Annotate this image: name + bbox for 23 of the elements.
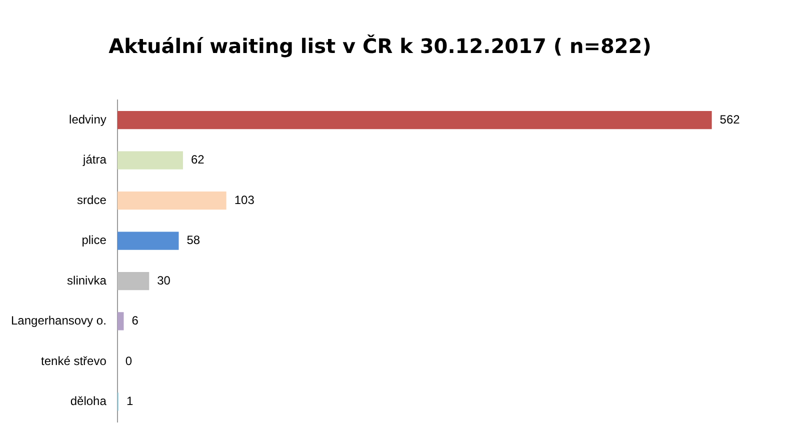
bar — [117, 272, 150, 290]
data-label: 6 — [132, 314, 139, 328]
y-tick-label: slinivka — [67, 273, 107, 288]
bar — [117, 312, 124, 330]
data-label: 0 — [125, 354, 132, 368]
data-label: 58 — [186, 233, 200, 248]
chart-title: Aktuální waiting list v ČR k 30.12.2017 ( n=822) — [108, 34, 652, 58]
bar — [117, 192, 226, 210]
y-tick-label: plice — [82, 233, 107, 248]
y-tick-label: děloha — [70, 394, 107, 408]
y-tick-label: tenké střevo — [41, 354, 107, 368]
y-tick-label: Langerhansovy o. — [10, 314, 106, 328]
data-label: 1 — [126, 394, 134, 408]
data-label: 103 — [234, 192, 255, 207]
data-label: 62 — [190, 152, 205, 167]
bar — [117, 151, 183, 170]
bar — [117, 232, 179, 250]
y-tick-label: srdce — [77, 192, 107, 207]
y-tick-label: ledviny — [69, 112, 106, 126]
bar — [117, 111, 712, 130]
data-label: 30 — [157, 273, 171, 288]
data-label: 562 — [720, 112, 740, 126]
y-tick-label: játra — [82, 152, 107, 167]
